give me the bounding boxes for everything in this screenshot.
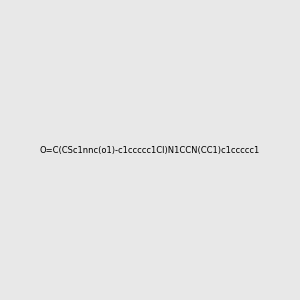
- Text: O=C(CSc1nnc(o1)-c1ccccc1Cl)N1CCN(CC1)c1ccccc1: O=C(CSc1nnc(o1)-c1ccccc1Cl)N1CCN(CC1)c1c…: [40, 146, 260, 154]
